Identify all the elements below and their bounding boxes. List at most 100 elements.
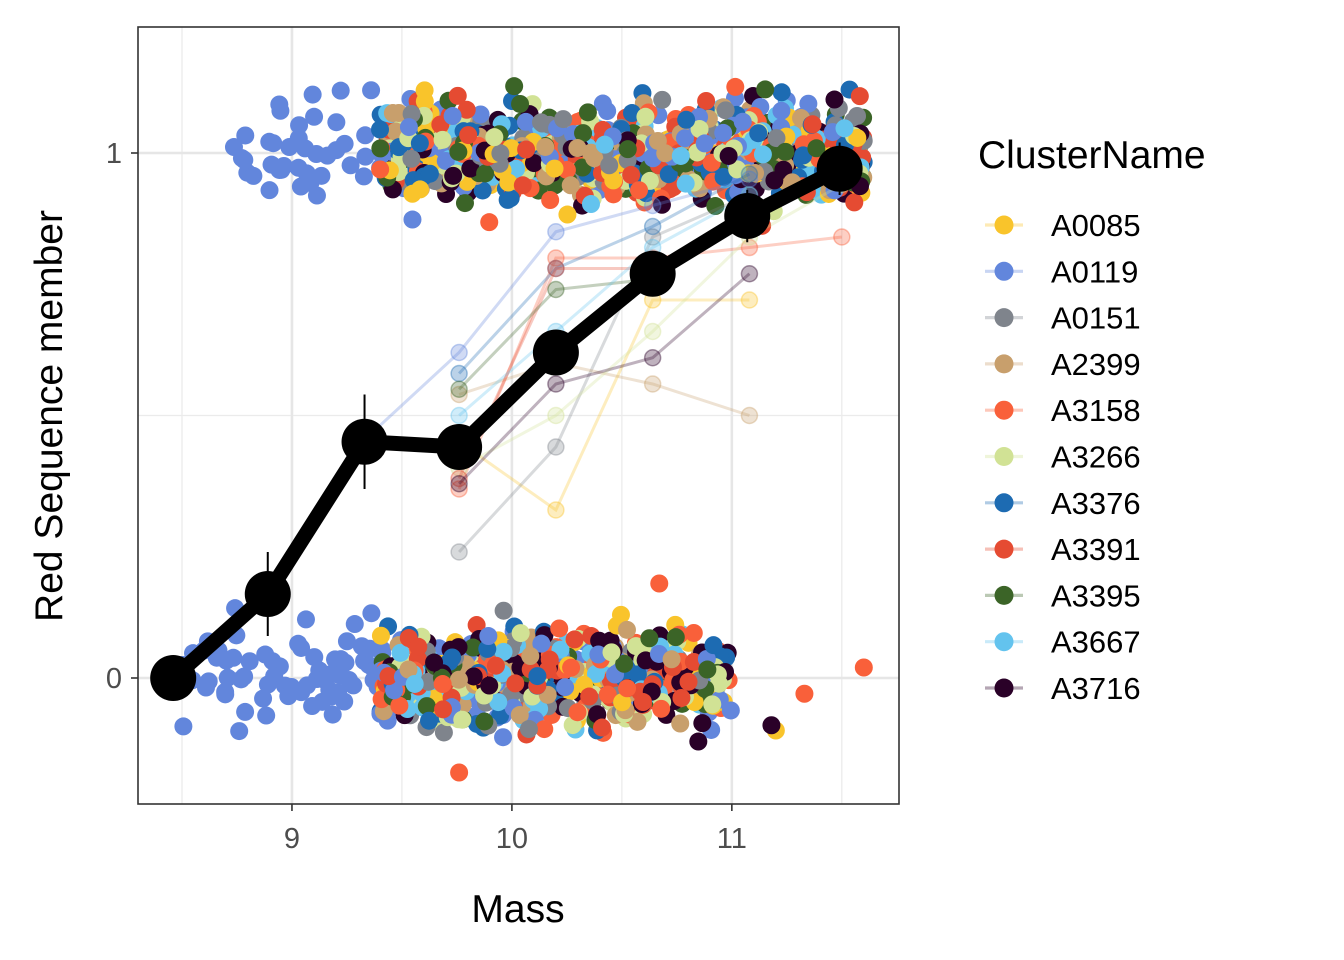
- series-bin-point: [643, 322, 662, 341]
- data-point: [244, 166, 263, 185]
- data-point: [714, 167, 733, 186]
- series-bin-point: [740, 165, 759, 183]
- data-point: [399, 118, 418, 137]
- series-line: [458, 193, 751, 554]
- data-point: [618, 140, 637, 159]
- data-point: [260, 181, 279, 200]
- legend-label: A0085: [1051, 208, 1141, 243]
- outlier-point: [450, 763, 469, 782]
- data-point: [385, 681, 404, 700]
- legend-label: A3667: [1051, 625, 1141, 660]
- data-point: [476, 164, 495, 183]
- data-point: [371, 626, 390, 645]
- legend-key-dot: [994, 261, 1014, 281]
- data-point: [489, 693, 508, 712]
- data-point: [459, 126, 478, 145]
- series-bin-point: [450, 480, 468, 498]
- data-point: [671, 146, 690, 165]
- legend-label: A3158: [1051, 393, 1141, 428]
- data-point: [676, 129, 695, 148]
- data-point: [585, 149, 604, 168]
- data-point: [307, 144, 326, 163]
- data-point: [371, 160, 390, 179]
- data-point: [455, 194, 474, 213]
- data-point: [240, 652, 259, 671]
- data-point: [562, 658, 581, 677]
- data-point: [679, 672, 698, 691]
- data-point: [511, 94, 530, 113]
- data-point: [848, 106, 867, 125]
- data-point: [475, 712, 494, 731]
- data-point: [595, 135, 614, 154]
- data-point: [550, 619, 569, 638]
- data-point: [726, 77, 745, 96]
- data-point: [772, 83, 791, 102]
- data-point: [303, 85, 322, 104]
- legend-item: A3716: [985, 671, 1141, 706]
- data-point: [405, 674, 424, 693]
- series-bin-point: [547, 375, 565, 393]
- series-bin-point: [547, 501, 565, 519]
- legend-item: A3376: [985, 486, 1141, 521]
- data-point: [362, 81, 381, 100]
- data-point: [433, 130, 452, 149]
- series-line: [458, 272, 751, 485]
- series-bin-point: [547, 280, 565, 299]
- x-axis-title: Mass: [471, 888, 564, 931]
- data-point: [224, 648, 243, 667]
- series-bin-point: [450, 475, 468, 493]
- data-point: [671, 714, 690, 733]
- data-point: [536, 137, 555, 156]
- data-point: [561, 176, 580, 195]
- overall-point: [341, 418, 388, 465]
- data-point: [753, 145, 772, 164]
- legend-label: A2399: [1051, 347, 1141, 382]
- data-point: [630, 181, 649, 200]
- data-point: [196, 678, 215, 697]
- data-point: [704, 636, 723, 655]
- data-point: [511, 624, 530, 643]
- data-point: [600, 156, 619, 175]
- data-point: [848, 128, 867, 147]
- data-point: [433, 675, 452, 694]
- data-point: [436, 151, 455, 170]
- data-point: [636, 107, 655, 126]
- data-point: [721, 701, 740, 720]
- data-point: [467, 616, 486, 635]
- data-point: [528, 667, 547, 686]
- data-point: [554, 110, 573, 129]
- data-point: [264, 134, 283, 153]
- data-point: [799, 94, 818, 113]
- data-point: [290, 116, 309, 135]
- data-point: [216, 682, 235, 701]
- data-point: [345, 615, 364, 634]
- data-point: [835, 119, 854, 138]
- data-point: [335, 134, 354, 153]
- overall-point: [436, 424, 483, 470]
- data-point: [689, 732, 708, 751]
- legend-item: A3266: [985, 440, 1141, 475]
- data-point: [383, 104, 402, 123]
- data-point: [409, 637, 428, 656]
- data-point: [457, 100, 476, 119]
- data-point: [541, 191, 560, 210]
- series-bin-point: [547, 259, 565, 278]
- data-point: [330, 666, 349, 685]
- data-point: [480, 676, 499, 695]
- series-bin-point: [643, 375, 662, 393]
- data-point: [362, 604, 381, 623]
- series-bin-point: [643, 196, 662, 215]
- data-point: [513, 176, 532, 195]
- data-point: [471, 105, 490, 124]
- legend-key-dot: [994, 215, 1014, 235]
- data-point: [545, 159, 564, 178]
- data-point: [434, 700, 453, 719]
- data-point: [765, 171, 784, 190]
- data-point: [617, 620, 636, 639]
- series-bin-point: [740, 238, 759, 257]
- data-point: [580, 687, 599, 706]
- x-tick-label: 10: [496, 823, 528, 855]
- y-axis: 01: [106, 138, 138, 695]
- data-point: [402, 149, 421, 168]
- data-point: [653, 90, 672, 109]
